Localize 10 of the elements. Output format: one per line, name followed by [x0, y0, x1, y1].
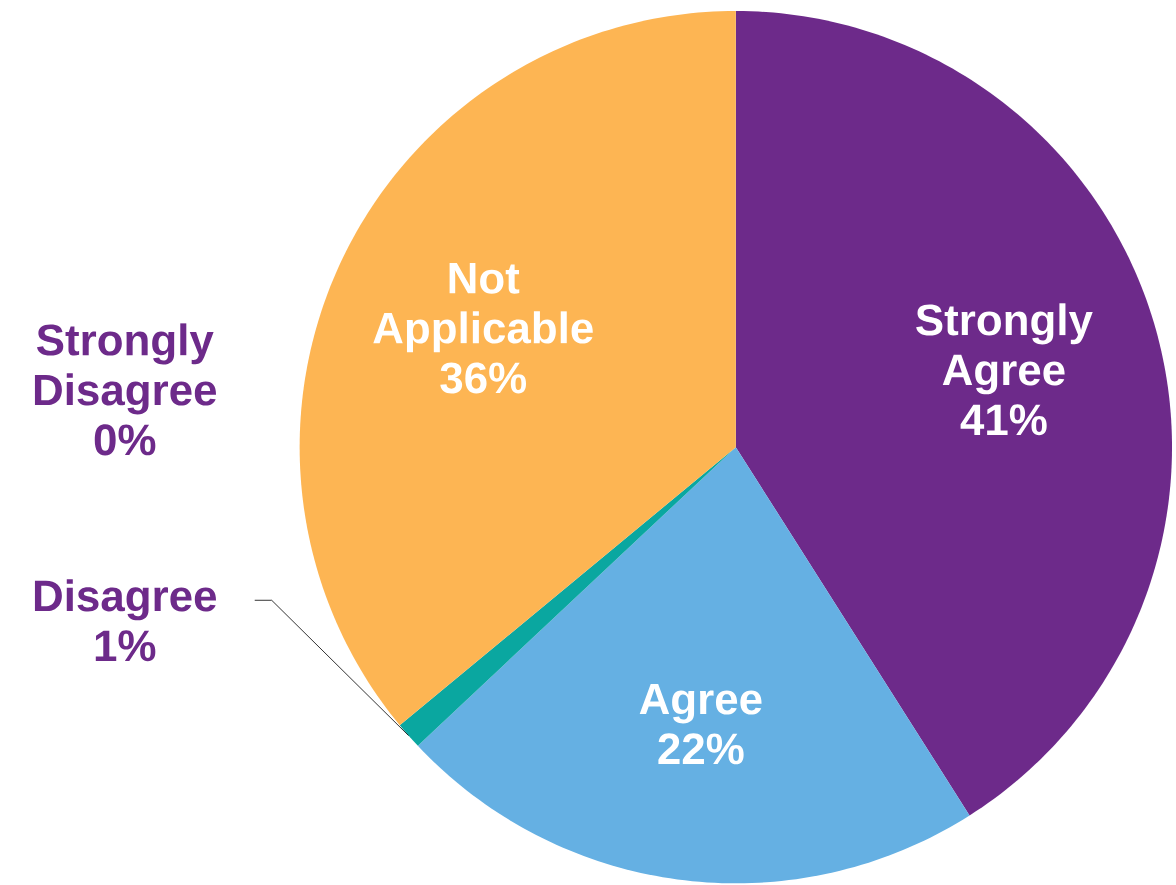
category-label: Strongly Disagree [34, 323, 217, 415]
slice-label: Disagree [34, 579, 217, 621]
slice-label: Agree [639, 683, 762, 724]
data-label: 22% [658, 733, 744, 765]
text: 0% [94, 424, 156, 456]
data-label: 41% [960, 404, 1047, 436]
slice-label: Strongly Agree [916, 303, 1093, 395]
data-label: 36% [440, 362, 527, 394]
slice-label: Not Applicable [373, 262, 593, 353]
data-label: 1% [95, 630, 156, 662]
